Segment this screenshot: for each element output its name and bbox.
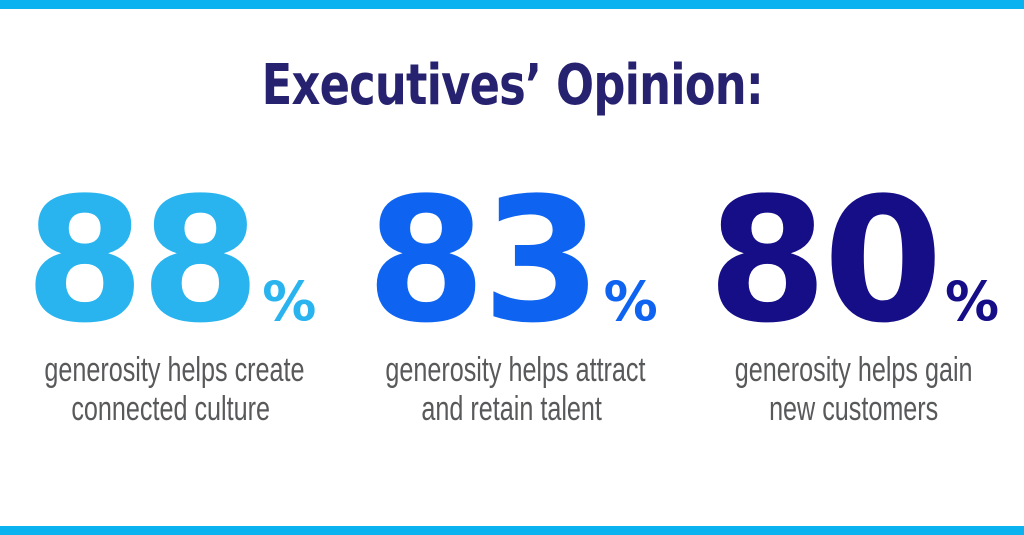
stat-connected-culture: 88% generosity helps create connected cu… (0, 175, 341, 430)
stat-caption-line: generosity helps gain (734, 351, 973, 389)
percent-sign: % (603, 270, 658, 333)
percent-sign: % (944, 270, 1000, 333)
stat-caption: generosity helps gain new customers (727, 351, 980, 430)
stat-value: 88 (24, 160, 260, 361)
stat-number: 83% (341, 175, 682, 347)
stat-gain-new-customers: 80% generosity helps gain new customers (683, 175, 1024, 430)
stat-caption-line: new customers (768, 390, 938, 429)
stat-number: 88% (0, 175, 341, 347)
page-title: Executives’ Opinion: (0, 58, 1024, 114)
stat-caption-line: generosity helps attract (385, 351, 646, 389)
stat-number: 80% (683, 175, 1024, 347)
stat-caption: generosity helps attract and retain tale… (385, 351, 646, 430)
stat-caption-line: and retain talent (421, 390, 603, 429)
stat-caption-line: connected culture (71, 390, 270, 429)
top-accent-bar (0, 0, 1024, 9)
stat-caption-line: generosity helps create (44, 351, 305, 389)
bottom-accent-bar (0, 526, 1024, 535)
stat-attract-retain-talent: 83% generosity helps attract and retain … (341, 175, 682, 430)
stat-value: 80 (707, 160, 943, 361)
stat-caption: generosity helps create connected cultur… (44, 351, 305, 430)
stat-value: 83 (366, 160, 601, 361)
page-title-text: Executives’ Opinion: (261, 53, 763, 118)
stats-row: 88% generosity helps create connected cu… (0, 175, 1024, 430)
percent-sign: % (262, 270, 317, 333)
